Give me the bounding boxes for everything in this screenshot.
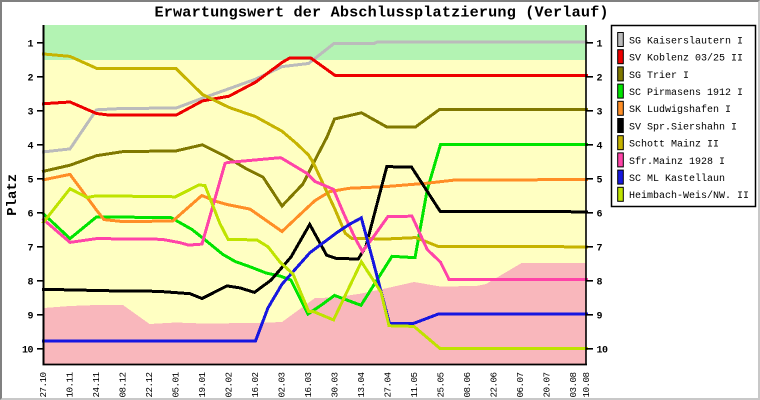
svg-text:9: 9 <box>597 311 603 322</box>
svg-text:02.03: 02.03 <box>276 372 287 398</box>
svg-text:08.12: 08.12 <box>118 372 129 398</box>
svg-text:08.06: 08.06 <box>462 372 473 398</box>
svg-text:1: 1 <box>597 39 603 50</box>
svg-text:6: 6 <box>27 209 33 220</box>
svg-text:02.02: 02.02 <box>223 372 234 398</box>
svg-text:13.04: 13.04 <box>356 372 367 398</box>
svg-text:7: 7 <box>27 243 33 254</box>
svg-text:5: 5 <box>27 175 33 186</box>
svg-text:10: 10 <box>597 345 609 356</box>
svg-text:SK Ludwigshafen I: SK Ludwigshafen I <box>629 104 731 116</box>
svg-text:27.10: 27.10 <box>38 372 49 398</box>
svg-text:SV Koblenz 03/25 II: SV Koblenz 03/25 II <box>629 53 743 65</box>
svg-text:10.11: 10.11 <box>65 372 76 398</box>
svg-text:19.01: 19.01 <box>197 372 208 398</box>
svg-text:4: 4 <box>27 141 33 152</box>
svg-text:16.02: 16.02 <box>250 372 261 398</box>
svg-text:20.07: 20.07 <box>541 372 552 398</box>
svg-text:Platz: Platz <box>5 174 21 216</box>
svg-text:8: 8 <box>597 277 603 288</box>
svg-text:6: 6 <box>597 209 603 220</box>
svg-text:27.04: 27.04 <box>382 372 393 398</box>
svg-text:22.12: 22.12 <box>144 372 155 398</box>
svg-text:03.08: 03.08 <box>568 372 579 398</box>
svg-text:10: 10 <box>22 345 34 356</box>
svg-text:2: 2 <box>597 73 603 84</box>
svg-text:4: 4 <box>597 141 603 152</box>
svg-text:SG Trier I: SG Trier I <box>629 70 689 82</box>
svg-text:25.05: 25.05 <box>435 372 446 398</box>
svg-text:2: 2 <box>27 73 33 84</box>
svg-text:3: 3 <box>597 107 603 118</box>
svg-text:SC ML Kastellaun: SC ML Kastellaun <box>629 173 725 185</box>
svg-text:Schott Mainz II: Schott Mainz II <box>629 139 719 151</box>
svg-text:10.08: 10.08 <box>581 372 592 398</box>
svg-text:Heimbach-Weis/NW. II: Heimbach-Weis/NW. II <box>629 190 749 202</box>
svg-text:1: 1 <box>27 39 33 50</box>
svg-text:SV Spr.Siershahn I: SV Spr.Siershahn I <box>629 121 737 133</box>
svg-text:8: 8 <box>27 277 33 288</box>
svg-text:9: 9 <box>27 311 33 322</box>
svg-text:16.03: 16.03 <box>303 372 314 398</box>
svg-text:5: 5 <box>597 175 603 186</box>
svg-text:22.06: 22.06 <box>488 372 499 398</box>
svg-text:Sfr.Mainz 1928 I: Sfr.Mainz 1928 I <box>629 156 725 168</box>
svg-text:Erwartungswert der Abschlusspl: Erwartungswert der Abschlussplatzierung … <box>155 4 609 22</box>
svg-text:24.11: 24.11 <box>91 372 102 398</box>
svg-text:7: 7 <box>597 243 603 254</box>
svg-text:06.07: 06.07 <box>515 372 526 398</box>
svg-text:SG Kaiserslautern I: SG Kaiserslautern I <box>629 35 743 47</box>
svg-text:SC Pirmasens 1912 I: SC Pirmasens 1912 I <box>629 87 743 99</box>
svg-text:05.01: 05.01 <box>170 372 181 398</box>
svg-text:3: 3 <box>27 107 33 118</box>
svg-text:30.03: 30.03 <box>329 372 340 398</box>
svg-text:11.05: 11.05 <box>409 372 420 398</box>
